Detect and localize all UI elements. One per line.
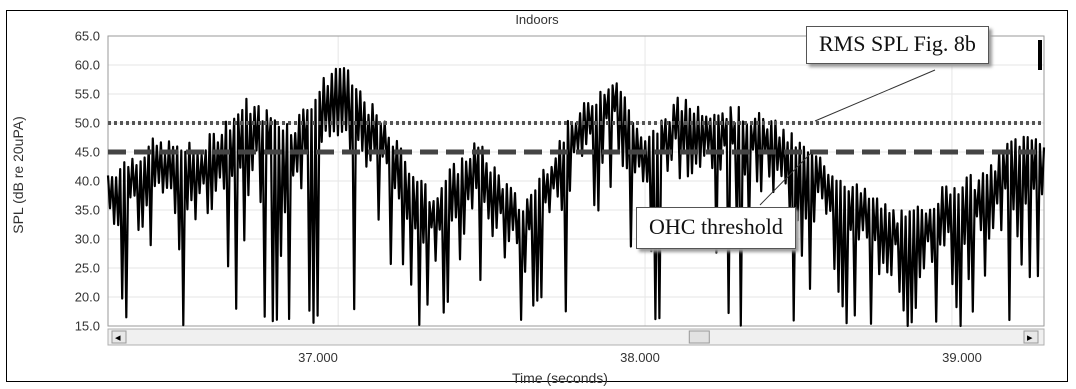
y-tick-label: 50.0 [74, 115, 100, 131]
scroll-left-arrow-icon: ◂ [115, 332, 121, 344]
y-tick-label: 45.0 [74, 144, 100, 160]
scroll-right-button[interactable] [1023, 330, 1039, 344]
y-tick-label: 30.0 [74, 231, 100, 247]
y-tick-label: 20.0 [74, 289, 100, 305]
x-tick-label: 39.000 [942, 350, 982, 365]
x-axis-label: Time (seconds) [512, 370, 608, 386]
y-tick-label: 55.0 [74, 86, 100, 102]
chart-title: Indoors [515, 12, 559, 27]
spl-signal-line [106, 67, 1046, 328]
y-tick-label: 60.0 [74, 57, 100, 73]
x-tick-label: 37.000 [298, 350, 338, 365]
y-tick-label: 15.0 [74, 318, 100, 334]
scroll-left-button[interactable] [111, 330, 127, 344]
horizontal-scrollbar[interactable] [107, 328, 1045, 346]
y-tick-label: 40.0 [74, 173, 100, 189]
ohc-callout-pointer [759, 151, 813, 206]
y-tick-label: 65.0 [74, 28, 100, 44]
y-tick-label: 25.0 [74, 260, 100, 276]
y-tick-label: 35.0 [74, 202, 100, 218]
x-tick-label: 38.000 [620, 350, 660, 365]
rms-spl-callout: RMS SPL Fig. 8b [806, 26, 989, 64]
scroll-right-arrow-icon: ▸ [1027, 332, 1033, 344]
scrollbar-thumb[interactable] [688, 330, 710, 344]
ohc-threshold-callout: OHC threshold [636, 207, 796, 249]
rms-callout-pointer [814, 69, 936, 122]
